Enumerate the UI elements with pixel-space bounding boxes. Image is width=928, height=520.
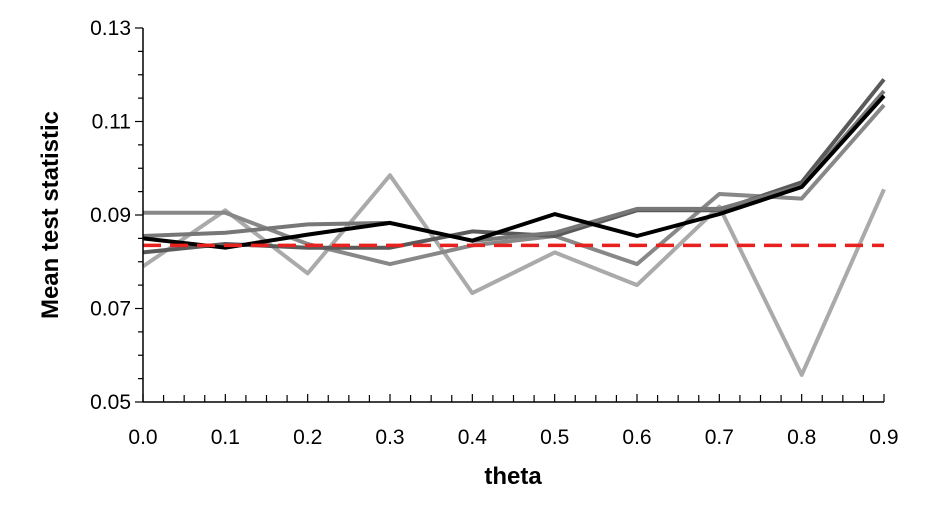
x-tick-label: 0.5 (540, 426, 569, 449)
x-axis-title: theta (484, 463, 542, 490)
y-tick-label: 0.05 (90, 391, 131, 414)
y-tick-labels: 0.05 0.07 0.09 0.11 0.13 (90, 17, 131, 414)
y-axis-title: Mean test statistic (37, 111, 64, 319)
series-line-5 (142, 94, 886, 250)
x-tick-label: 0.6 (622, 426, 651, 449)
y-tick-label: 0.11 (92, 111, 131, 134)
x-axis-ticks (142, 394, 885, 402)
y-tick-label: 0.09 (90, 204, 131, 227)
y-axis-ticks (135, 27, 143, 403)
y-tick-label: 0.13 (90, 17, 131, 40)
x-tick-label: 0.8 (787, 426, 816, 449)
series-layer (141, 78, 886, 377)
series-line-4 (142, 89, 886, 243)
x-tick-label: 0.1 (211, 426, 240, 449)
x-tick-label: 0.2 (293, 426, 322, 449)
x-tick-label: 0.4 (458, 426, 488, 449)
y-tick-label: 0.07 (90, 298, 131, 321)
series-line-1 (141, 173, 886, 377)
x-tick-labels: 0.0 0.1 0.2 0.3 0.4 0.5 0.6 0.7 0.8 0.9 (128, 426, 898, 449)
series-line-2 (143, 103, 886, 267)
x-tick-label: 0.3 (375, 426, 404, 449)
x-tick-label: 0.0 (128, 426, 157, 449)
x-tick-label: 0.7 (705, 426, 734, 449)
x-tick-label: 0.9 (869, 426, 898, 449)
